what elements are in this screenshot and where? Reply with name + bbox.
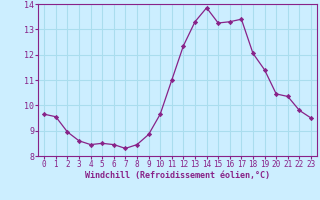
- X-axis label: Windchill (Refroidissement éolien,°C): Windchill (Refroidissement éolien,°C): [85, 171, 270, 180]
